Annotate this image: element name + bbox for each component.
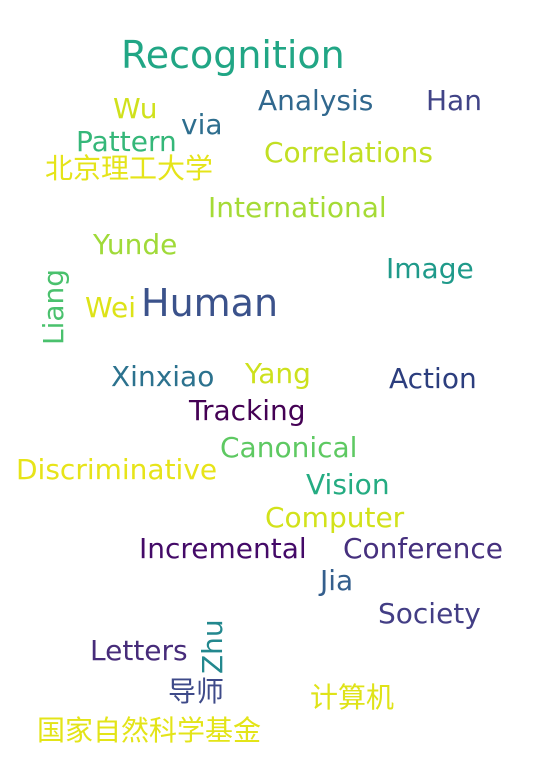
word-correlations: Correlations <box>264 136 433 169</box>
word-advisor: 导师 <box>168 675 225 708</box>
word-computer-cn: 计算机 <box>310 681 395 714</box>
word-beijing-institute: 北京理工大学 <box>45 152 214 185</box>
word-yunde: Yunde <box>93 228 178 261</box>
word-image: Image <box>386 252 474 285</box>
word-computer: Computer <box>265 501 405 534</box>
word-analysis: Analysis <box>258 84 374 117</box>
word-liang: Liang <box>37 268 70 345</box>
word-society: Society <box>378 597 481 630</box>
word-han: Han <box>426 84 482 117</box>
word-xinxiao: Xinxiao <box>111 360 215 393</box>
word-jia: Jia <box>320 564 354 597</box>
word-canonical: Canonical <box>220 431 358 464</box>
word-vision: Vision <box>306 468 390 501</box>
word-conference: Conference <box>343 532 504 565</box>
word-recognition: Recognition <box>121 33 345 77</box>
word-action: Action <box>389 362 477 395</box>
word-via: via <box>181 108 223 141</box>
word-pattern: Pattern <box>76 125 177 158</box>
word-wei: Wei <box>85 291 137 324</box>
word-nsfc: 国家自然科学基金 <box>37 714 262 747</box>
word-wu: Wu <box>113 92 158 125</box>
word-letters: Letters <box>90 634 188 667</box>
word-human: Human <box>141 281 279 325</box>
word-zhu: Zhu <box>196 619 229 674</box>
word-international: International <box>208 191 387 224</box>
word-incremental: Incremental <box>139 532 307 565</box>
word-discriminative: Discriminative <box>16 453 218 486</box>
word-yang: Yang <box>245 357 311 390</box>
word-tracking: Tracking <box>189 394 306 427</box>
